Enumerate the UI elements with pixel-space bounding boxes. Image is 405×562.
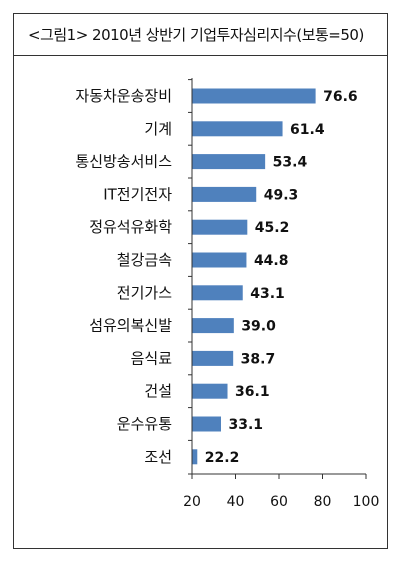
- bar-3: [192, 154, 266, 170]
- category-label: 전기가스: [117, 284, 172, 302]
- category-label: 건설: [144, 382, 172, 400]
- bar-2: [192, 121, 283, 137]
- value-label: 49.3: [264, 187, 299, 203]
- category-label: 운수유통: [117, 415, 172, 433]
- x-tick-label: 100: [353, 494, 380, 510]
- category-label: 통신방송서비스: [75, 153, 172, 171]
- value-label: 39.0: [241, 319, 276, 335]
- value-label: 44.8: [254, 253, 289, 269]
- bars-group: [192, 88, 316, 465]
- x-tick-label: 80: [314, 494, 332, 510]
- category-label: 자동차운송장비: [75, 87, 172, 105]
- value-label: 53.4: [273, 155, 308, 171]
- category-label: 조선: [144, 448, 172, 466]
- value-label: 61.4: [290, 122, 325, 138]
- bar-7: [192, 285, 243, 301]
- category-label: 철강금속: [117, 251, 172, 269]
- value-label: 22.2: [205, 450, 240, 466]
- chart-title: <그림1> 2010년 상반기 기업투자심리지수(보통=50): [28, 26, 364, 44]
- chart-title-box: <그림1> 2010년 상반기 기업투자심리지수(보통=50): [14, 14, 387, 56]
- bar-12: [192, 449, 198, 465]
- category-label: 기계: [144, 120, 172, 138]
- value-labels-group: 76.6 61.4 53.4 49.3 45.2 44.8 43.1 39.0 38.7 36.1…: [205, 89, 358, 466]
- bar-4: [192, 186, 257, 202]
- bar-9: [192, 350, 234, 366]
- value-label: 36.1: [235, 384, 270, 400]
- value-label: 76.6: [323, 89, 358, 105]
- value-label: 38.7: [241, 351, 276, 367]
- bar-8: [192, 318, 234, 334]
- category-label: 음식료: [131, 349, 173, 367]
- bar-10: [192, 383, 228, 399]
- chart-frame: <그림1> 2010년 상반기 기업투자심리지수(보통=50): [13, 13, 388, 549]
- x-tick-label: 40: [227, 494, 245, 510]
- x-axis: 20 40 60 80 100: [183, 78, 379, 510]
- x-tick-label: 60: [270, 494, 288, 510]
- value-label: 43.1: [250, 286, 285, 302]
- category-label: 섬유의복신발: [89, 317, 172, 335]
- bar-6: [192, 252, 247, 268]
- value-label: 45.2: [255, 220, 290, 236]
- bar-11: [192, 416, 221, 432]
- bar-5: [192, 219, 248, 235]
- category-label: IT전기전자: [103, 185, 172, 203]
- category-label: 정유석유화학: [89, 218, 172, 236]
- value-label: 33.1: [228, 417, 263, 433]
- x-tick-label: 20: [183, 494, 201, 510]
- bar-1: [192, 88, 316, 104]
